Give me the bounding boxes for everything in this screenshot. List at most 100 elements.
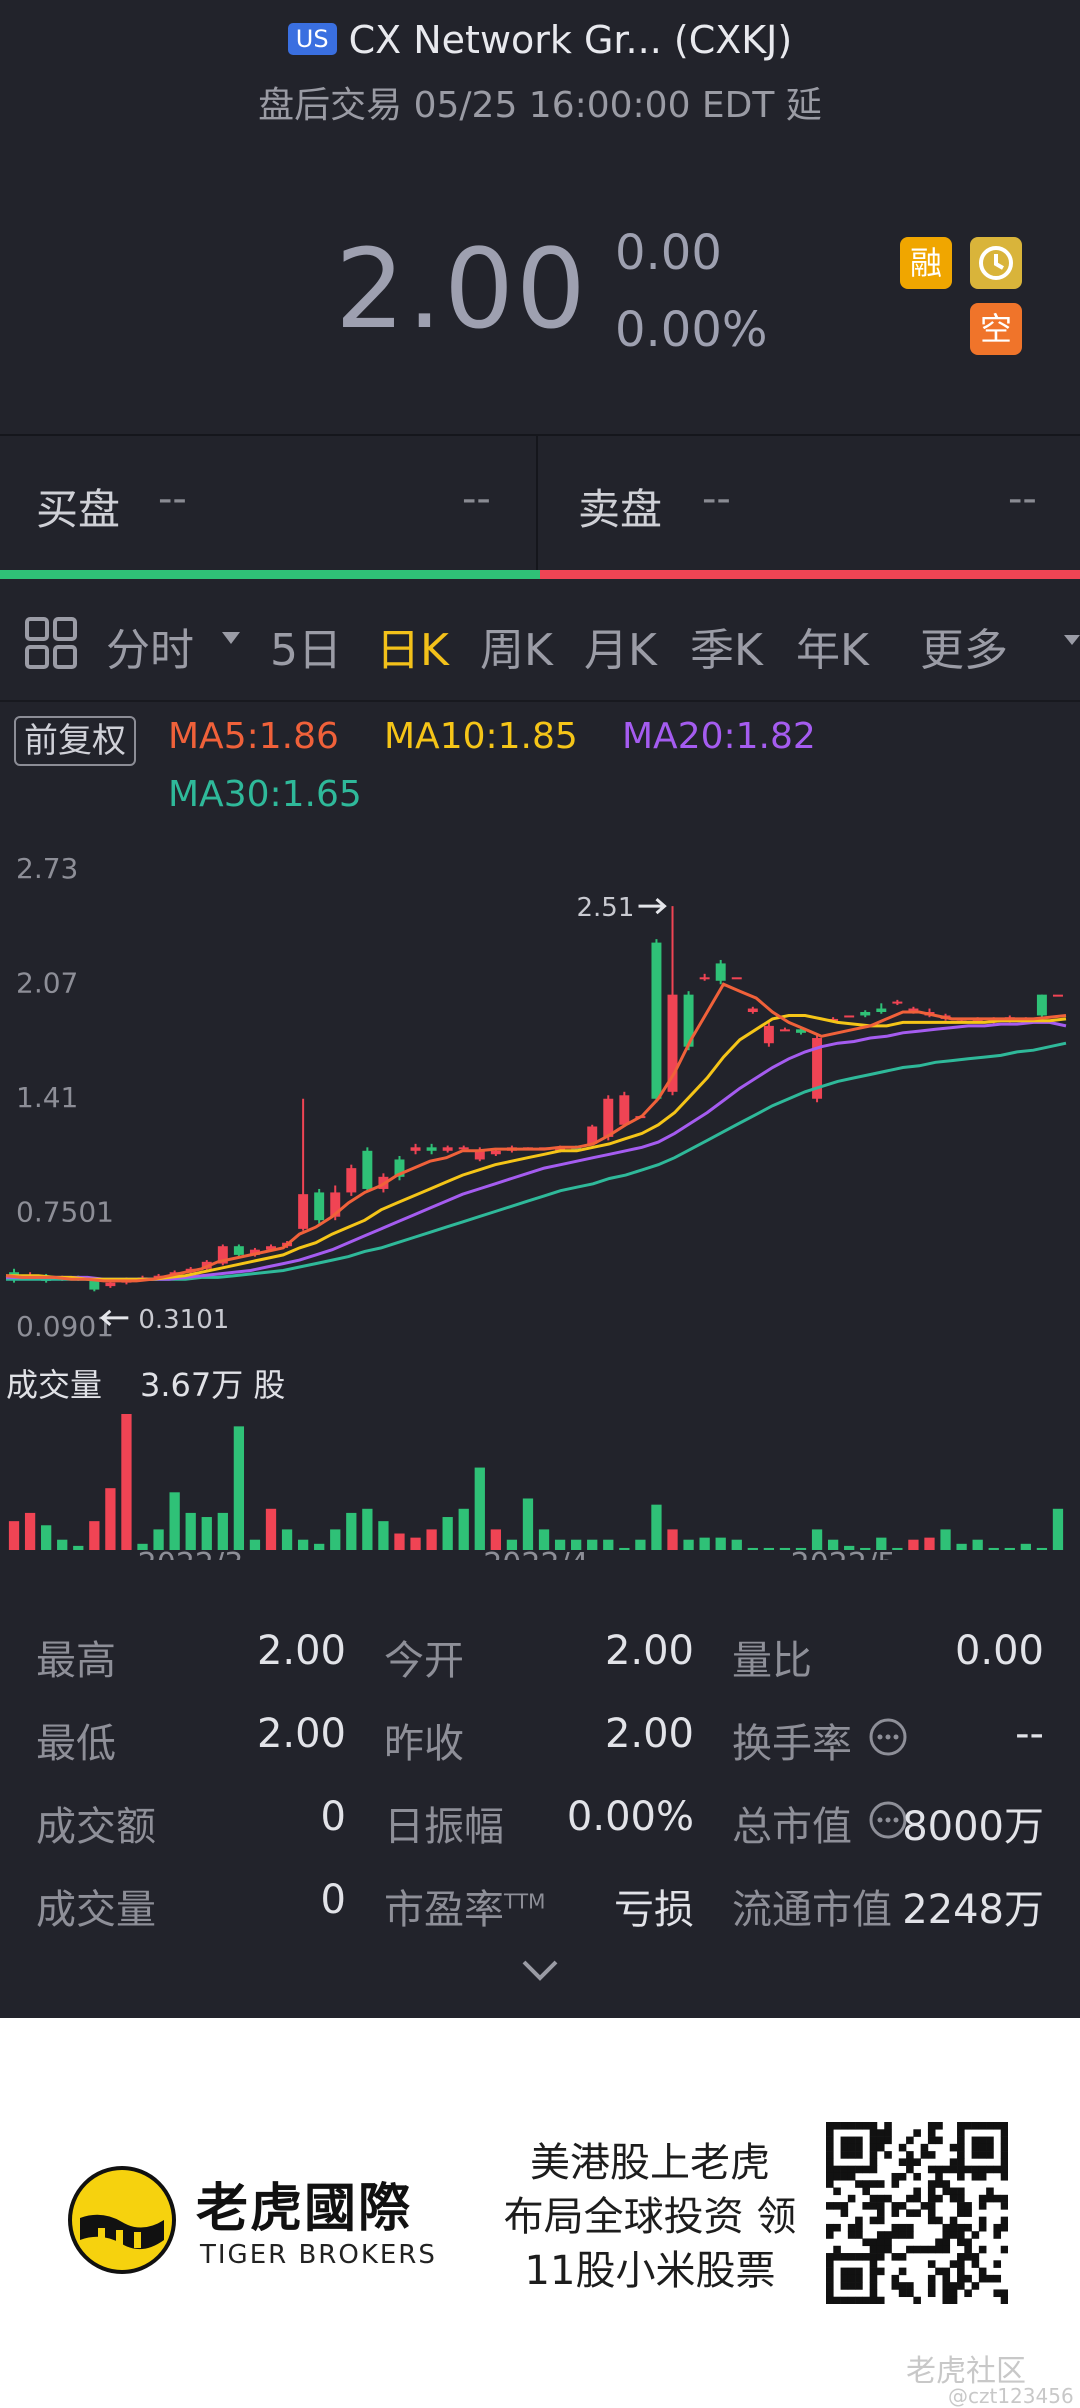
volume-bar xyxy=(314,1543,325,1550)
volume-bar xyxy=(651,1504,662,1550)
qr-module xyxy=(942,2289,951,2298)
qr-module xyxy=(869,2260,878,2268)
volume-bar xyxy=(731,1539,742,1550)
expand-chevron-icon[interactable] xyxy=(520,1948,560,1994)
candle-body xyxy=(426,1147,437,1151)
volume-bar xyxy=(924,1537,935,1550)
qr-module xyxy=(986,2194,994,2203)
candle-body xyxy=(731,977,742,980)
qr-module xyxy=(855,2231,863,2239)
history-icon[interactable] xyxy=(970,237,1022,289)
qr-module xyxy=(826,2151,834,2159)
ma5-legend: MA5:1.86 xyxy=(168,716,339,757)
qr-code-icon[interactable] xyxy=(826,2122,1009,2305)
tab-daily-k[interactable]: 日K xyxy=(376,625,449,676)
tab-yearly-k[interactable]: 年K xyxy=(796,625,869,676)
tab-quarterly-k[interactable]: 季K xyxy=(690,625,763,676)
qr-module xyxy=(833,2245,841,2254)
qr-module xyxy=(1000,2158,1009,2166)
volume-bar xyxy=(458,1508,469,1550)
candle-body xyxy=(603,1098,614,1137)
qr-module xyxy=(927,2282,936,2290)
tab-more[interactable]: 更多 xyxy=(920,625,1008,676)
qr-module xyxy=(1000,2223,1009,2232)
qr-module xyxy=(964,2202,972,2210)
qr-module xyxy=(971,2231,980,2239)
qr-module xyxy=(891,2231,900,2239)
qr-module xyxy=(957,2231,965,2239)
qr-module xyxy=(927,2216,936,2225)
qr-module xyxy=(840,2172,849,2181)
candle-body xyxy=(442,1147,453,1151)
x-tick-label: 2022/4 xyxy=(483,1547,589,1560)
volume-bar xyxy=(89,1521,100,1550)
qr-module xyxy=(862,2122,870,2130)
qr-module xyxy=(876,2136,885,2145)
qr-module xyxy=(891,2223,900,2232)
qr-module xyxy=(978,2274,987,2283)
candle-body xyxy=(555,1147,566,1151)
stock-title-row: US CX Network Gr... (CXKJ) xyxy=(0,18,1080,62)
qr-module xyxy=(898,2253,907,2261)
tab-weekly-k[interactable]: 周K xyxy=(480,625,553,676)
qr-module xyxy=(876,2143,885,2152)
volume-bar xyxy=(73,1545,84,1550)
qr-module xyxy=(891,2172,900,2181)
tab-5day[interactable]: 5日 xyxy=(270,625,342,676)
qr-module xyxy=(869,2245,878,2254)
grid-menu-icon[interactable] xyxy=(24,616,78,674)
short-badge[interactable]: 空 xyxy=(970,303,1022,355)
volume-bar xyxy=(667,1529,678,1550)
quote-stats: 最高 2.00 今开 2.00 量比 0.00 最低 2.00 昨收 2.00 换手率 -- 成交额 0 日… xyxy=(0,1608,1080,2018)
qr-module xyxy=(935,2245,943,2254)
more-info-icon[interactable] xyxy=(868,1800,908,1844)
kline-chart[interactable]: 2.73 2.07 1.41 0.7501 0.0901 2.51 0.3101 成交量 3.6… xyxy=(0,840,1080,1582)
qr-module xyxy=(833,2165,841,2174)
qr-module xyxy=(840,2274,849,2283)
tab-intraday[interactable]: 分时 xyxy=(106,625,194,676)
qr-module xyxy=(869,2194,878,2203)
volume-bar xyxy=(619,1547,630,1550)
more-caret-icon[interactable] xyxy=(1064,632,1080,651)
volume-bar xyxy=(121,1414,132,1550)
qr-module xyxy=(862,2238,870,2247)
qr-module xyxy=(869,2129,878,2137)
qr-module xyxy=(869,2267,878,2276)
candle-body xyxy=(892,1001,903,1004)
candle-body xyxy=(699,977,710,980)
tab-monthly-k[interactable]: 月K xyxy=(584,625,657,676)
qr-module xyxy=(978,2202,987,2210)
qr-module xyxy=(927,2209,936,2217)
divider xyxy=(536,434,538,570)
qr-module xyxy=(847,2165,856,2174)
stat-value-market-cap: 8000万 xyxy=(902,1804,1044,1850)
price-adjust-button[interactable]: 前复权 xyxy=(14,716,136,766)
margin-badge[interactable]: 融 xyxy=(900,237,952,289)
qr-module xyxy=(978,2172,987,2181)
qr-module xyxy=(942,2267,951,2276)
qr-module xyxy=(942,2274,951,2283)
qr-module xyxy=(898,2231,907,2239)
qr-module xyxy=(957,2282,965,2290)
candle-body xyxy=(298,1194,309,1229)
qr-module xyxy=(1000,2129,1009,2137)
qr-module xyxy=(927,2122,936,2130)
qr-module xyxy=(826,2223,834,2232)
caret-down-icon[interactable] xyxy=(220,630,242,650)
more-info-icon[interactable] xyxy=(868,1717,908,1761)
qr-module xyxy=(876,2209,885,2217)
volume-bar xyxy=(988,1547,999,1550)
qr-module xyxy=(876,2180,885,2188)
qr-module xyxy=(906,2245,914,2254)
qr-module xyxy=(847,2143,856,2152)
stat-label-low: 最低 xyxy=(36,1721,116,1767)
qr-module xyxy=(847,2194,856,2203)
qr-module xyxy=(840,2253,849,2261)
qr-module xyxy=(978,2194,987,2203)
kline-chart-svg[interactable]: 2.73 2.07 1.41 0.7501 0.0901 2.51 0.3101 成交量 3.6… xyxy=(0,840,1080,1582)
volume-bar xyxy=(201,1517,212,1550)
qr-module xyxy=(971,2165,980,2174)
ma-legend: MA5:1.86 MA10:1.85 MA20:1.82 xyxy=(14,716,1074,766)
volume-bar xyxy=(297,1539,309,1550)
qr-module xyxy=(1000,2165,1009,2174)
